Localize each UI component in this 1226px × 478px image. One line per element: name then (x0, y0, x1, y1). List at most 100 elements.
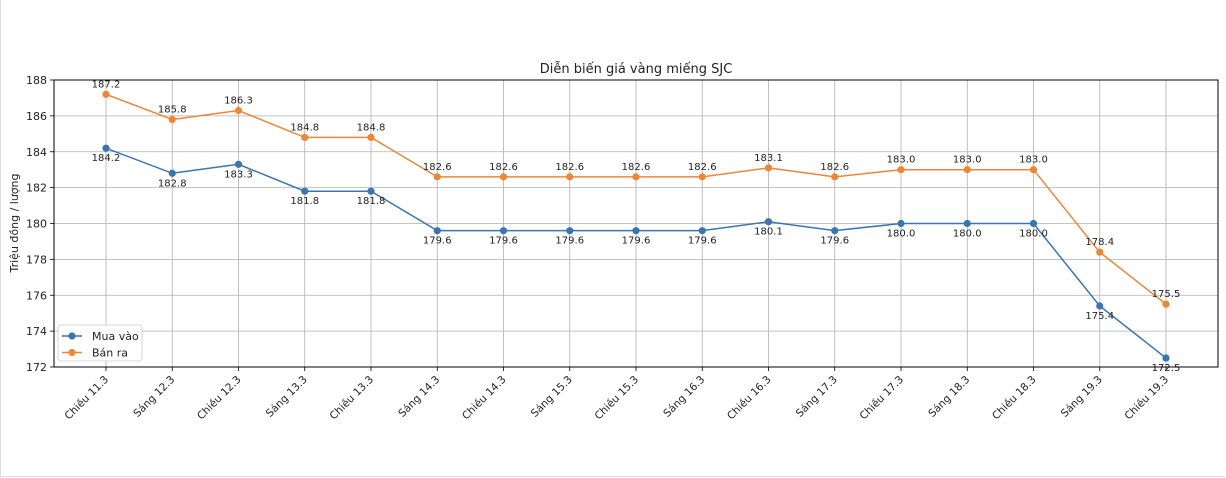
data-label: 182.6 (688, 162, 717, 173)
x-tick-label: Sáng 15.3 (529, 374, 575, 420)
y-axis-label: Triệu đồng / lượng (8, 174, 21, 274)
legend: Mua vào Bán ra (57, 324, 143, 362)
data-point (632, 173, 640, 181)
y-tick-label: 174 (26, 325, 47, 338)
data-label: 183.0 (1019, 155, 1048, 166)
data-label: 180.0 (887, 229, 916, 240)
data-point (897, 166, 905, 174)
y-tick-label: 178 (26, 253, 47, 266)
data-point (301, 187, 309, 195)
data-point (499, 227, 508, 235)
chart-title: Diễn biến giá vàng miếng SJC (540, 62, 733, 77)
data-point (367, 133, 375, 141)
data-point (698, 173, 706, 181)
data-label: 184.2 (92, 153, 121, 164)
x-tick-label: Chiều 15.3 (593, 374, 642, 423)
data-label: 187.2 (92, 79, 121, 90)
data-points (102, 90, 1170, 362)
data-labels: 184.2 182.8 183.3 181.8 181.8 179.6 179.6 179.6… (92, 79, 1181, 374)
data-point (698, 227, 706, 235)
data-label: 182.8 (158, 178, 187, 189)
x-tick-label: Chiều 16.3 (725, 374, 774, 423)
data-label: 175.4 (1085, 311, 1114, 322)
data-point (102, 144, 110, 152)
data-point (433, 173, 441, 181)
data-point (632, 227, 640, 235)
x-tick-label: Chiều 11.3 (63, 374, 112, 423)
axes: Chiều 11.3 Sáng 12.3 Chiều 12.3 Sáng 13.3 Ch… (26, 74, 1219, 423)
data-point (433, 227, 441, 235)
x-tick-label: Sáng 13.3 (264, 374, 310, 420)
data-point (764, 164, 773, 172)
data-point (168, 169, 176, 177)
data-point (566, 173, 574, 181)
data-point (1029, 219, 1038, 228)
data-point (831, 227, 839, 235)
data-label: 182.6 (555, 162, 584, 173)
data-label: 182.6 (820, 162, 849, 173)
data-label: 186.3 (224, 95, 253, 106)
grid (54, 79, 1218, 368)
data-point (897, 219, 905, 228)
x-tick-label: Chiều 19.3 (1123, 374, 1172, 423)
legend-marker (68, 332, 76, 340)
data-label: 180.1 (754, 227, 783, 238)
data-label: 181.8 (357, 196, 386, 207)
y-tick-label: 180 (26, 218, 47, 231)
legend-label: Mua vào (92, 330, 139, 343)
data-label: 183.3 (224, 169, 253, 180)
data-point (1096, 302, 1104, 310)
y-tick-label: 186 (26, 110, 47, 123)
data-label: 175.5 (1152, 289, 1181, 300)
x-tick-label: Chiều 14.3 (460, 374, 509, 423)
x-tick-label: Sáng 16.3 (661, 374, 707, 420)
x-tick-label: Chiều 13.3 (328, 374, 377, 423)
data-point (764, 218, 773, 226)
data-point (367, 187, 375, 195)
legend-label: Bán ra (92, 347, 128, 360)
data-label: 179.6 (820, 236, 849, 247)
data-point (168, 115, 176, 124)
data-point (234, 160, 243, 168)
data-label: 180.0 (953, 229, 982, 240)
data-label: 179.6 (555, 236, 584, 247)
data-label: 182.6 (423, 162, 452, 173)
y-tick-label: 172 (26, 361, 47, 374)
data-point (499, 173, 508, 181)
data-point (963, 166, 971, 174)
data-label: 179.6 (622, 236, 651, 247)
x-tick-label: Chiều 18.3 (990, 374, 1039, 423)
data-point (831, 173, 839, 181)
data-label: 185.8 (158, 104, 187, 115)
data-label: 184.8 (357, 122, 386, 133)
legend-marker (68, 348, 76, 357)
y-tick-label: 176 (26, 289, 47, 302)
y-tick-label: 182 (26, 182, 47, 195)
x-tick-label: Sáng 12.3 (131, 374, 177, 420)
data-label: 179.6 (489, 236, 518, 247)
x-tick-label: Sáng 17.3 (794, 374, 840, 420)
y-tick-label: 184 (26, 146, 47, 159)
x-tick-label: Chiều 17.3 (858, 374, 907, 423)
data-point (234, 106, 243, 115)
data-point (566, 227, 574, 235)
data-label: 182.6 (622, 162, 651, 173)
data-label: 182.6 (489, 162, 518, 173)
x-tick-label: Chiều 12.3 (195, 374, 244, 423)
data-label: 180.0 (1019, 229, 1048, 240)
data-label: 183.0 (887, 155, 916, 166)
data-label: 178.4 (1085, 237, 1114, 248)
data-label: 183.1 (754, 153, 783, 164)
data-point (1096, 248, 1104, 256)
x-tick-label: Sáng 18.3 (926, 374, 972, 420)
data-point (1029, 166, 1038, 174)
x-tick-label: Sáng 19.3 (1059, 374, 1105, 420)
data-label: 179.6 (688, 236, 717, 247)
plot-border (53, 79, 1219, 368)
data-label: 184.8 (290, 122, 319, 133)
data-point (301, 133, 309, 141)
data-point (963, 219, 971, 228)
data-point (1162, 354, 1170, 362)
